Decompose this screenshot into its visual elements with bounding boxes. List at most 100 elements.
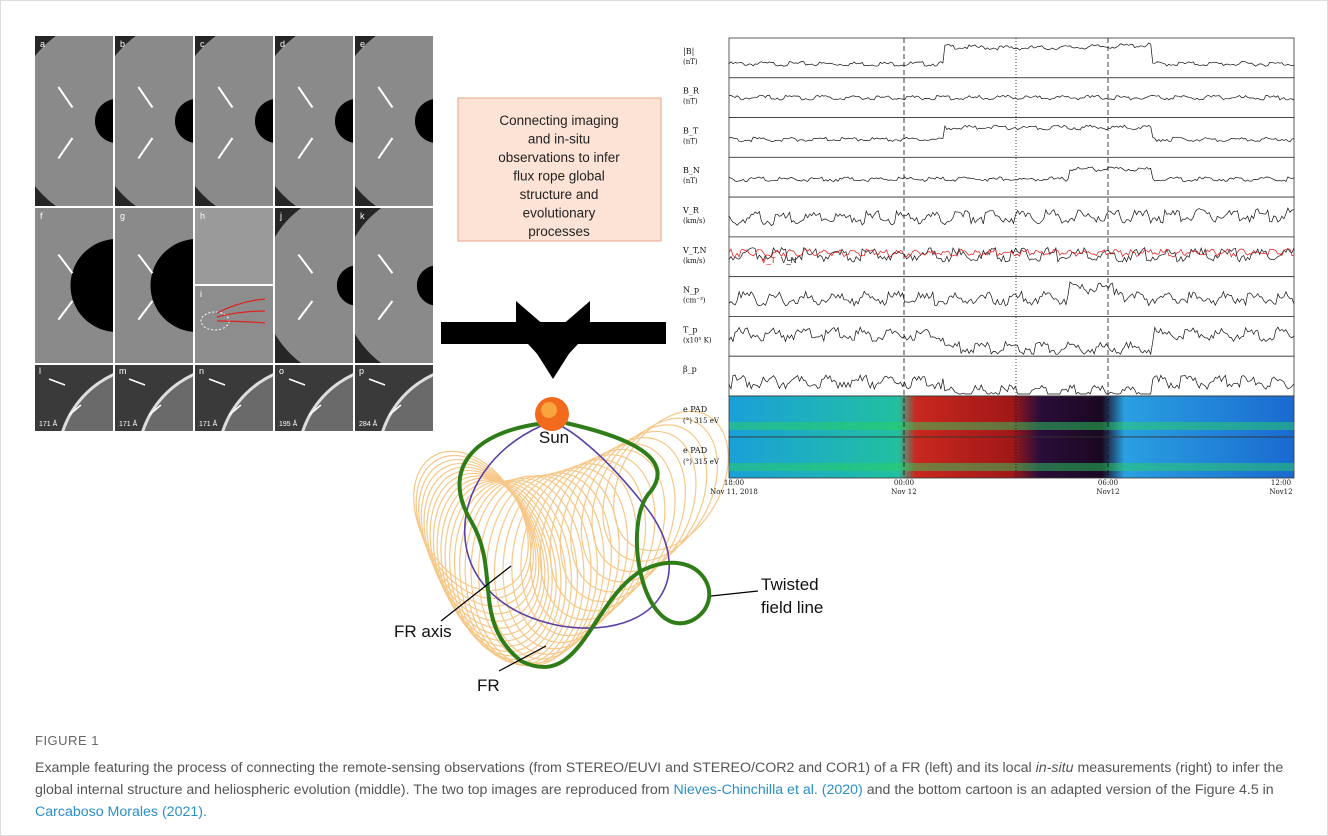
arrow [137,86,154,108]
panel-letter: h [200,211,205,221]
panel-letter: m [119,366,127,376]
citation-link[interactable]: Carcaboso Morales (2021). [35,804,207,820]
mesh-ring [502,469,620,650]
pointer [498,645,547,672]
fr-axis-label: FR axis [394,622,452,641]
caption-text: Example featuring the process of connect… [35,760,1036,776]
caption-text: measurements (right) to infer the global… [35,760,1284,798]
mesh-ring [549,448,666,612]
field-of-view [275,36,353,206]
wavelength: 171 Å [119,419,138,428]
panel-letter: l [39,366,41,376]
twisted-label: Twisted [761,575,819,594]
panel-letter: j [279,211,282,221]
field-of-view [355,208,433,363]
caption-italic: in-situ [1035,760,1074,776]
arrow [57,137,74,159]
mesh-ring [511,466,629,644]
legend: V_N [781,256,797,265]
plot-frame [728,37,1295,79]
mesh-ring [580,430,697,583]
mesh-ring [570,437,687,593]
x-tick-label: Nov 12 [891,488,916,496]
spectrogram [728,395,1295,438]
occulter [70,239,113,332]
x-tick-label: 06:00 [1098,479,1118,487]
spectrogram-band [729,463,1294,471]
flux-rope-sketch [216,298,266,314]
panel-unit: (cm⁻³) [683,297,706,305]
arrow [137,137,154,159]
box-line: flux rope global [513,169,605,184]
image-panel: b [115,36,193,206]
arrow [57,300,74,321]
trace [728,94,1295,101]
x-tick-label: Nov12 [1096,488,1119,496]
flux-rope-mesh [413,410,729,667]
occulter [254,99,273,143]
arrow [377,300,394,321]
twisted-label: field line [761,598,823,617]
image-panel: d [275,36,353,206]
panel-name: β_p [683,365,697,374]
text-box [457,97,662,242]
x-tick-label: 12:00 [1271,479,1291,487]
panel-name: N_p [683,286,699,295]
arrow [377,137,394,159]
pointer [710,590,759,597]
euv-panel: l 171 Å [35,365,113,431]
field-of-view [35,36,113,206]
citation-link[interactable]: Nieves-Chinchilla et al. (2020) [673,782,863,798]
panel-unit: (km/s) [683,217,706,225]
trace [728,166,1295,183]
mesh-ring [493,472,613,655]
field-of-view [275,208,353,363]
box-line: Connecting imaging [499,113,618,128]
mesh-ring [591,424,708,573]
panel-letter: c [200,39,205,49]
field-of-view [355,36,433,206]
panel-name: B_N [683,166,700,175]
plot-frame [728,117,1295,158]
arrow [128,378,146,386]
spectrogram-band [729,422,1294,430]
spectrogram [728,436,1295,479]
arrow [377,253,394,274]
panel-letter: g [120,211,125,221]
euv-panel: m 171 Å [115,365,193,431]
mesh-ring [602,417,719,562]
legend: V_T [761,256,776,265]
occulter [414,99,433,143]
occulter [334,99,353,143]
wavelength: 171 Å [199,419,218,428]
image-panel: g [115,208,193,363]
arrow [377,86,394,108]
panel-letter: o [279,366,284,376]
image-panel: hi [195,208,273,363]
box-line: structure and [520,187,599,202]
box-line: observations to infer [498,150,620,165]
arrow [288,378,306,386]
panel-name: e PAD [683,405,707,414]
trace [728,42,1295,67]
mesh-ring [436,477,553,648]
trace [728,246,1295,263]
arrow [137,253,154,274]
panel-letter: k [360,211,365,221]
plot-frame [728,316,1295,357]
panel-name: e PAD [683,446,707,455]
limb [61,373,113,431]
occulter [94,99,113,143]
panel-bg [195,208,273,284]
panel-unit: (nT) [683,58,698,66]
panel-unit: (°) 315 eV [683,417,720,425]
arrow [137,300,154,321]
panel-letter: a [40,39,45,49]
wavelength: 195 Å [279,419,298,428]
panel-name: V_T,N [682,246,706,255]
arrow [368,378,386,386]
panel-name: |B| [683,47,694,56]
panel-letter: p [359,366,364,376]
panel-name: B_T [683,126,699,135]
